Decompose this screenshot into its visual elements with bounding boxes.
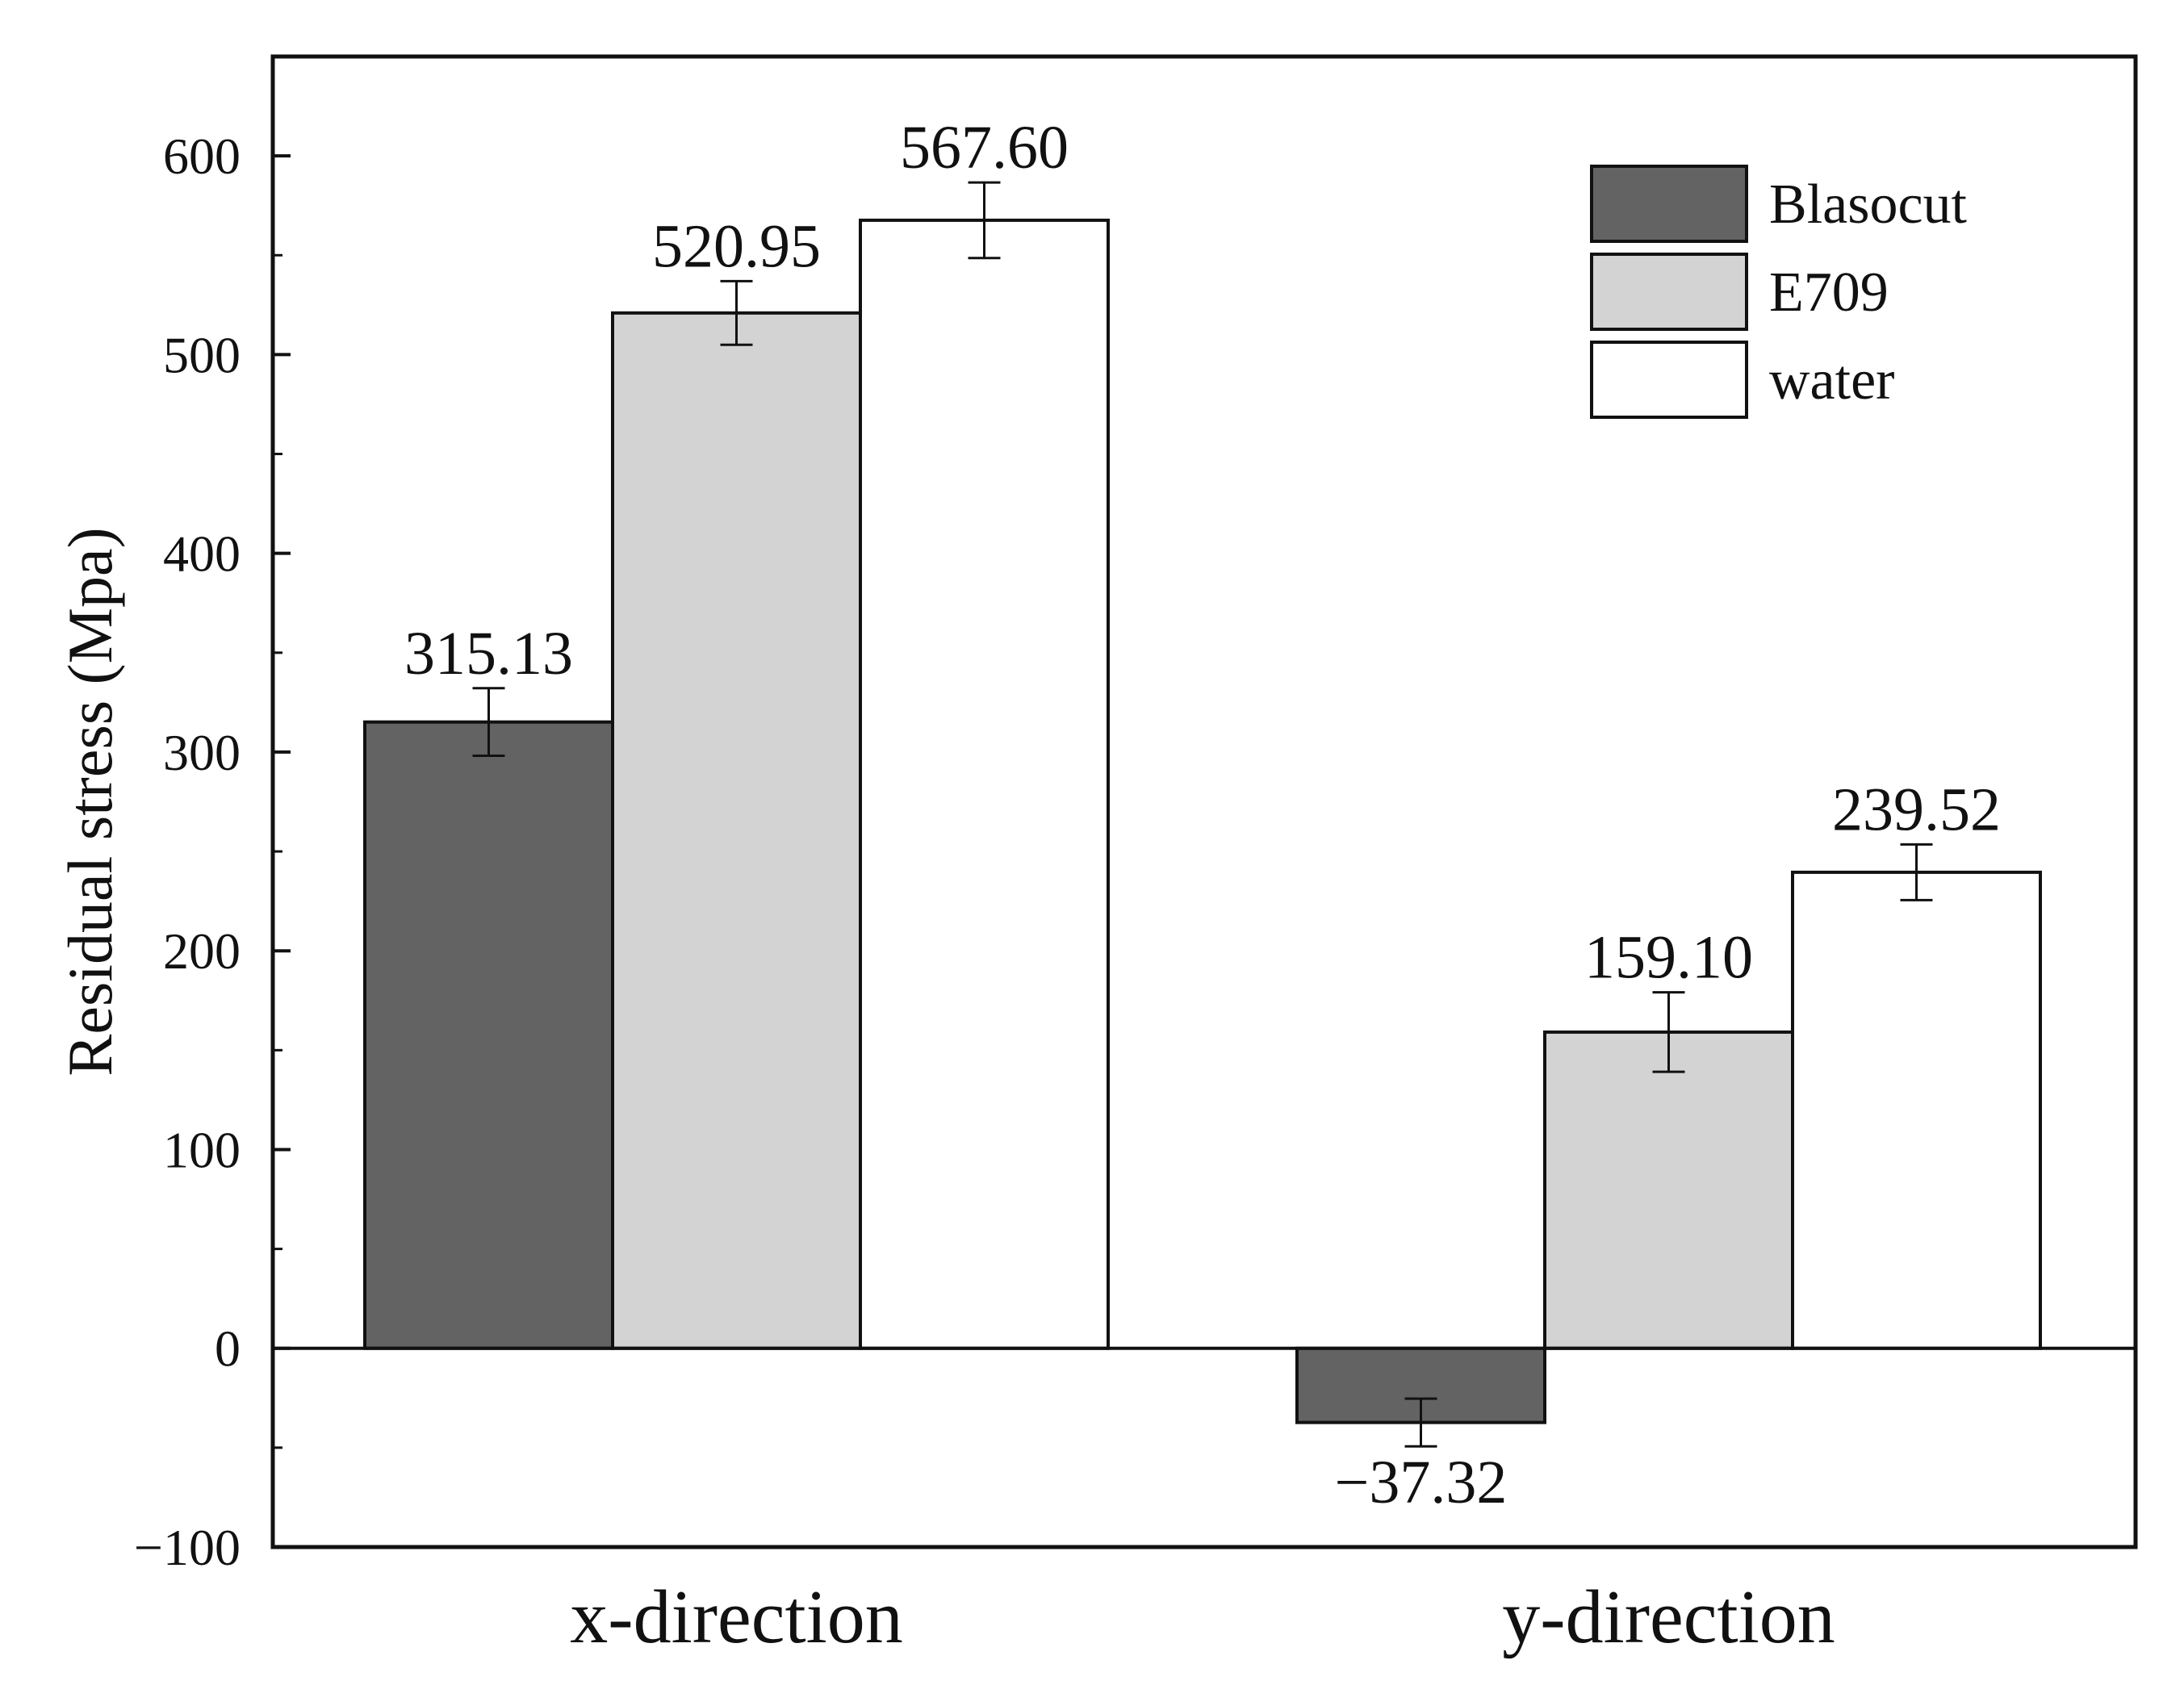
y-axis-label: Residual stress (Mpa): [55, 527, 125, 1076]
legend-label-water: water: [1769, 349, 1894, 412]
bar-y-direction-e709: [1543, 1030, 1794, 1350]
legend: Blasocut E709 water: [1590, 165, 1968, 419]
legend-label-blasocut: Blasocut: [1769, 174, 1968, 236]
y-tick-label-2: 100: [163, 1121, 241, 1178]
y-tick-label-0: −100: [134, 1519, 241, 1576]
legend-swatch-blasocut: [1590, 165, 1748, 243]
plot-layer: 315.13 −37.32 520.95 159.10 567.60 239.52: [363, 114, 2042, 1516]
y-tick-label-7: 600: [163, 128, 241, 185]
bar-x-direction-water: [859, 218, 1110, 1350]
y-tick-label-6: 500: [163, 326, 241, 383]
legend-swatch-water: [1590, 341, 1748, 419]
legend-swatch-e709: [1590, 253, 1748, 331]
y-tick-label-4: 300: [163, 724, 241, 781]
axes-layer: −100 0 100 200 300 400 500 600 x-direction y-dire…: [134, 54, 2138, 1659]
data-label-y-direction-blasocut: −37.32: [1335, 1449, 1508, 1516]
plot-frame: [270, 54, 2138, 1549]
data-label-x-direction-water: 567.60: [900, 114, 1069, 182]
bar-y-direction-water: [1791, 870, 2042, 1350]
data-label-x-direction-e709: 520.95: [652, 212, 821, 280]
x-axis-label-y-direction: y-direction: [1502, 1575, 1835, 1659]
data-label-y-direction-e709: 159.10: [1584, 924, 1753, 992]
y-tick-label-3: 200: [163, 922, 241, 980]
y-tick-label-1: 0: [215, 1320, 241, 1378]
legend-label-e709: E709: [1769, 261, 1889, 324]
bar-x-direction-e709: [611, 311, 862, 1350]
data-label-y-direction-water: 239.52: [1832, 776, 2001, 843]
y-tick-label-5: 400: [163, 525, 241, 583]
x-axis-label-x-direction: x-direction: [570, 1575, 902, 1659]
bar-x-direction-blasocut: [363, 720, 614, 1350]
data-label-x-direction-blasocut: 315.13: [404, 620, 573, 688]
